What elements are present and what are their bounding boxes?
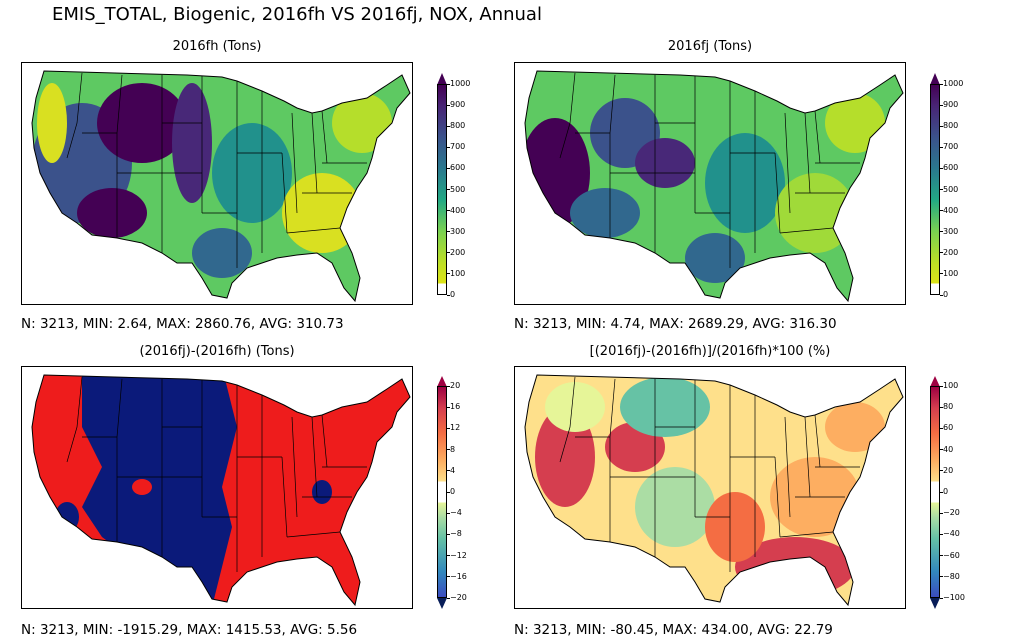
colorbar-tick-label: 200 xyxy=(939,247,959,257)
colorbar-tick-label: −20 xyxy=(940,508,960,518)
colorbar-tick-label: 0 xyxy=(939,487,949,496)
colorbar-tick-label: 60 xyxy=(939,423,954,433)
colorbar-tick-label: 100 xyxy=(939,268,959,278)
colorbar-tick-label: 300 xyxy=(939,226,959,236)
colorbar-gradient xyxy=(437,84,447,295)
colorbar-tick-label: 12 xyxy=(446,423,461,433)
colorbar-tick-label: 600 xyxy=(446,163,466,173)
colorbar-extend-max xyxy=(437,376,447,387)
colorbar-tick-label: 16 xyxy=(446,402,461,412)
panel-stats-2016fh: N: 3213, MIN: 2.64, MAX: 2860.76, AVG: 3… xyxy=(21,316,344,332)
panel-title-difference: (2016fj)-(2016fh) (Tons) xyxy=(139,344,295,359)
colorbar-tick-label: 1000 xyxy=(939,79,964,88)
colorbar-tick-label: 400 xyxy=(446,205,466,215)
map-2016fh xyxy=(21,62,413,305)
colorbar-tick-label: 900 xyxy=(446,100,466,110)
colorbar-extend-min xyxy=(930,598,940,609)
colorbar-gradient xyxy=(930,84,940,295)
map-difference xyxy=(21,366,413,609)
colorbar-tick-label: 20 xyxy=(939,465,954,475)
colorbar-tick-label: 80 xyxy=(939,402,954,412)
colorbar-tick-label: −4 xyxy=(447,508,462,518)
colorbar-tick-label: 0 xyxy=(939,290,949,299)
colorbar-gradient xyxy=(437,386,447,598)
colorbar-tick-label: 1000 xyxy=(446,79,471,88)
colorbar-tick-label: −16 xyxy=(447,571,467,581)
colorbar-tick-label: −80 xyxy=(940,571,960,581)
colorbar-extend-max xyxy=(930,376,940,387)
colorbar-tick-label: 400 xyxy=(939,205,959,215)
colorbar-tick-label: 800 xyxy=(939,121,959,131)
colorbar-tick-label: 4 xyxy=(446,465,456,475)
colorbar-tick-label: 100 xyxy=(939,381,959,390)
panel-stats-2016fj: N: 3213, MIN: 4.74, MAX: 2689.29, AVG: 3… xyxy=(514,316,837,332)
colorbar-tick-label: 800 xyxy=(446,121,466,131)
colorbar-tick-label: −100 xyxy=(940,593,965,602)
colorbar-tick-label: 700 xyxy=(446,142,466,152)
colorbar-gradient xyxy=(930,386,940,598)
colorbar-tick-label: 8 xyxy=(446,444,456,454)
map-percent-difference xyxy=(514,366,906,609)
colorbar-tick-label: 500 xyxy=(446,184,466,194)
colorbar-tick-label: 40 xyxy=(939,444,954,454)
colorbar-tick-label: 200 xyxy=(446,247,466,257)
panel-stats-difference: N: 3213, MIN: -1915.29, MAX: 1415.53, AV… xyxy=(21,622,358,638)
colorbar-tick-label: 700 xyxy=(939,142,959,152)
colorbar-extend-max xyxy=(930,73,940,85)
colorbar-tick-label: −8 xyxy=(447,529,462,539)
colorbar-tick-label: 100 xyxy=(446,268,466,278)
colorbar-tick-label: 20 xyxy=(446,381,461,390)
colorbar-tick-label: −20 xyxy=(447,593,467,602)
colorbar-tick-label: 0 xyxy=(446,290,456,299)
colorbar-tick-label: −40 xyxy=(940,529,960,539)
panel-title-2016fh: 2016fh (Tons) xyxy=(172,39,262,54)
colorbar-tick-label: 600 xyxy=(939,163,959,173)
colorbar-extend-max xyxy=(437,73,447,85)
colorbar-tick-label: 0 xyxy=(446,487,456,496)
colorbar-tick-label: 900 xyxy=(939,100,959,110)
colorbar-tick-label: −12 xyxy=(447,550,467,560)
panel-stats-percent-difference: N: 3213, MIN: -80.45, MAX: 434.00, AVG: … xyxy=(514,622,833,638)
colorbar-tick-label: 500 xyxy=(939,184,959,194)
panel-title-2016fj: 2016fj (Tons) xyxy=(667,39,753,54)
colorbar-tick-label: −60 xyxy=(940,550,960,560)
panel-title-percent-difference: [(2016fj)-(2016fh)]/(2016fh)*100 (%) xyxy=(589,344,831,359)
figure-title: EMIS_TOTAL, Biogenic, 2016fh VS 2016fj, … xyxy=(52,4,542,25)
map-2016fj xyxy=(514,62,906,305)
colorbar-extend-min xyxy=(437,598,447,609)
colorbar-tick-label: 300 xyxy=(446,226,466,236)
